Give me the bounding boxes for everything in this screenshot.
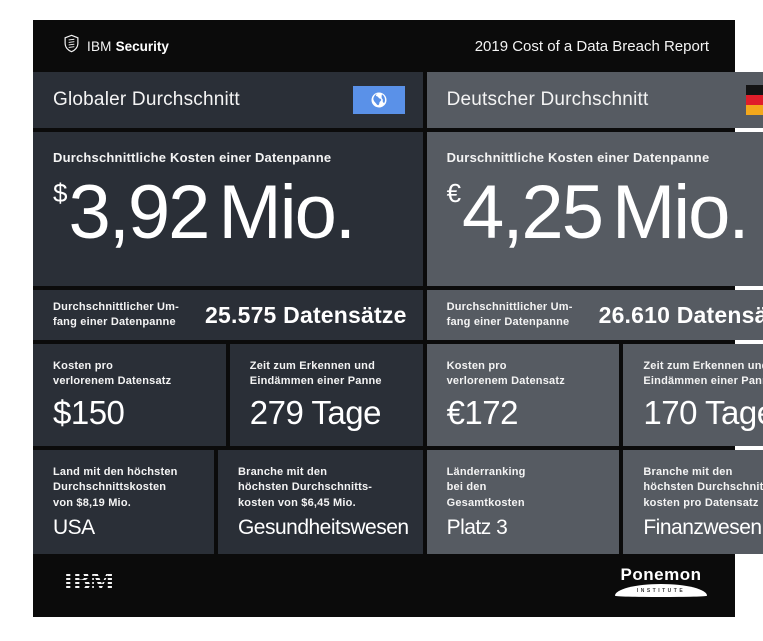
global-currency-symbol: $ <box>53 178 68 209</box>
cell-value: €172 <box>446 394 519 431</box>
german-country-ranking-cell: Länderranking bei den Gesamtkosten Platz… <box>426 450 620 554</box>
global-avg-cost-panel: Durchschnittliche Kosten einer Datenpann… <box>33 132 423 286</box>
global-avg-cost-label: Durchschnittliche Kosten einer Datenpann… <box>53 150 332 165</box>
cell-value: 170 Tage <box>643 394 763 431</box>
cell-value: Platz 3 <box>446 516 508 539</box>
global-days-to-contain-cell: Zeit zum Erkennen und Eindämmen einer Pa… <box>229 344 423 446</box>
global-title-panel: Globaler Durchschnitt <box>33 72 423 128</box>
brand-security-text: Security <box>115 38 169 54</box>
german-title-panel: Deutscher Durchschnitt <box>426 72 763 128</box>
global-highest-cost-country-cell: Land mit den höchsten Durchschnittskoste… <box>33 450 214 554</box>
flag-stripe-red <box>746 95 763 105</box>
german-cell-row-1: Kosten pro verlorenem Datensatz €172 Zei… <box>426 344 763 446</box>
german-days-to-contain-cell: Zeit zum Erkennen und Eindämmen einer Pa… <box>623 344 763 446</box>
germany-flag-icon <box>746 85 763 115</box>
german-avg-cost-panel: Durschnittliche Kosten einer Datenpanne … <box>426 132 763 286</box>
ponemon-institute-logo: Ponemon INSTITUTE <box>615 566 707 597</box>
footer-bar: IBM Ponemon INSTITUTE <box>33 554 735 617</box>
header-bar: IBM Security 2019 Cost of a Data Breach … <box>33 20 735 72</box>
cell-label: Zeit zum Erkennen und Eindämmen einer Pa… <box>249 360 382 388</box>
ibm-security-shield-icon <box>63 34 80 58</box>
global-cost-unit: Mio. <box>218 170 356 256</box>
ibm-security-brand: IBM Security <box>63 34 169 58</box>
global-cell-row-1: Kosten pro verlorenem Datensatz $150 Zei… <box>33 344 423 446</box>
german-cost-per-record-cell: Kosten pro verlorenem Datensatz €172 <box>426 344 620 446</box>
cell-label: Branche mit den höchsten Durchschnitts- … <box>643 466 763 509</box>
global-breach-size-value: 25.575 Datensätze <box>205 301 407 328</box>
german-avg-cost-label: Durschnittliche Kosten einer Datenpanne <box>446 150 710 165</box>
global-highest-cost-industry-cell: Branche mit den höchsten Durchschnitts- … <box>217 450 423 554</box>
cell-value: Gesundheitswesen <box>237 516 409 539</box>
cell-value: 279 Tage <box>249 394 382 431</box>
cell-value: USA <box>53 516 95 539</box>
german-cost-unit: Mio. <box>611 170 750 256</box>
cell-label: Kosten pro verlorenem Datensatz <box>446 360 565 388</box>
german-title: Deutscher Durchschnitt <box>446 89 649 110</box>
flag-stripe-black <box>746 85 763 95</box>
german-breach-size-panel: Durchschnittlicher Um- fang einer Datenp… <box>426 290 763 340</box>
globe-badge <box>352 86 405 114</box>
comparison-grid: Globaler Durchschnitt Durchschnittliche … <box>33 72 763 554</box>
german-breach-size-label: Durchschnittlicher Um- fang einer Datenp… <box>446 300 573 328</box>
global-breach-size-panel: Durchschnittlicher Um- fang einer Datenp… <box>33 290 423 340</box>
cell-label: Branche mit den höchsten Durchschnitts- … <box>237 466 373 509</box>
globe-icon <box>371 92 387 108</box>
global-title: Globaler Durchschnitt <box>53 89 240 110</box>
ponemon-swoosh: INSTITUTE <box>615 584 707 597</box>
flag-stripe-gold <box>746 105 763 115</box>
ponemon-subtitle: INSTITUTE <box>636 587 686 594</box>
report-title: 2019 Cost of a Data Breach Report <box>474 37 709 55</box>
global-cell-row-2: Land mit den höchsten Durchschnittskoste… <box>33 450 423 554</box>
ibm-logo: IBM <box>63 566 115 596</box>
german-avg-cost-value: €4,25 Mio. <box>447 173 763 253</box>
infographic-card: IBM Security 2019 Cost of a Data Breach … <box>33 20 763 617</box>
global-cost-digits: 3,92 <box>68 170 210 256</box>
cell-value: $150 <box>53 394 125 431</box>
cell-value: Finanzwesen <box>643 516 762 539</box>
column-global: Globaler Durchschnitt Durchschnittliche … <box>33 72 423 554</box>
cell-label: Kosten pro verlorenem Datensatz <box>53 360 172 388</box>
ponemon-name: Ponemon <box>620 565 702 584</box>
cell-label: Länderranking bei den Gesamtkosten <box>446 466 526 509</box>
german-cost-digits: 4,25 <box>462 170 604 256</box>
cell-label: Land mit den höchsten Durchschnittskoste… <box>53 466 178 509</box>
column-german: Deutscher Durchschnitt Durschnittliche K… <box>426 72 763 554</box>
global-avg-cost-value: $3,92 Mio. <box>53 173 405 253</box>
german-breach-size-value: 26.610 Datensätze <box>598 301 763 328</box>
global-breach-size-label: Durchschnittlicher Um- fang einer Datenp… <box>53 300 180 328</box>
german-highest-cost-industry-cell: Branche mit den höchsten Durchschnitts- … <box>623 450 763 554</box>
german-cell-row-2: Länderranking bei den Gesamtkosten Platz… <box>426 450 763 554</box>
german-currency-symbol: € <box>446 178 462 209</box>
cell-label: Zeit zum Erkennen und Eindämmen einer Pa… <box>643 360 763 388</box>
brand-ibm-text: IBM <box>87 38 112 54</box>
global-cost-per-record-cell: Kosten pro verlorenem Datensatz $150 <box>33 344 226 446</box>
